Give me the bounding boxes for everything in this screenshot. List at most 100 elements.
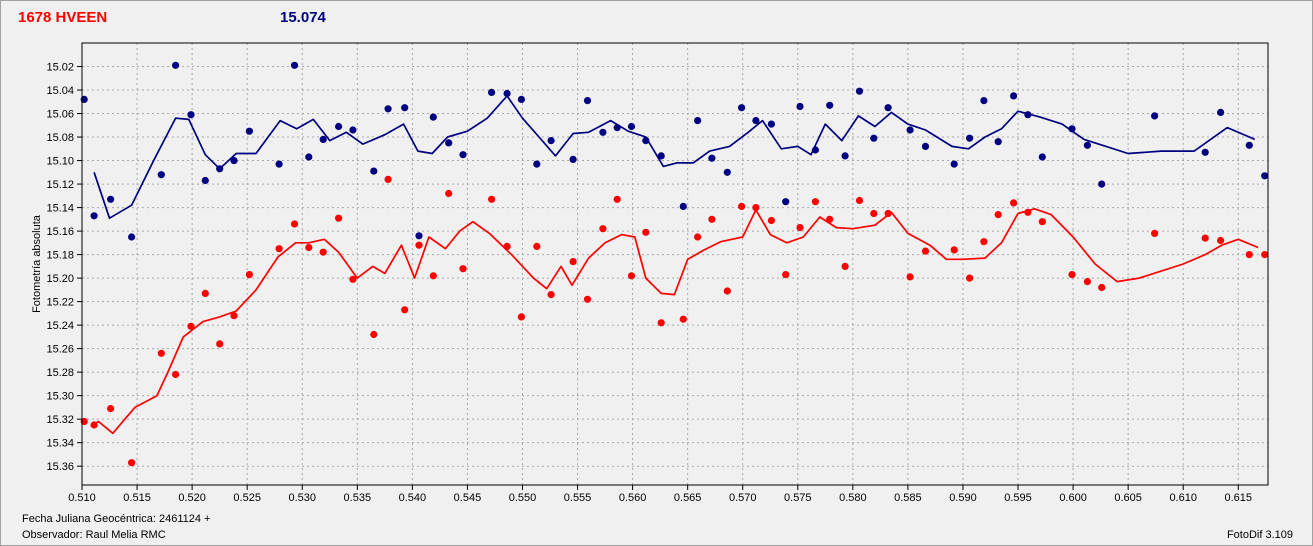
series-0-point xyxy=(547,137,555,145)
series-1-point xyxy=(950,246,958,254)
series-0-point xyxy=(950,160,958,168)
series-0-point xyxy=(216,165,224,173)
series-0-line xyxy=(93,95,1256,220)
series-1-point xyxy=(1083,278,1091,286)
series-1-point xyxy=(738,202,746,210)
series-0-point xyxy=(517,95,526,103)
x-tick-label: 0.605 xyxy=(1114,492,1142,504)
series-0-point xyxy=(401,104,409,112)
x-tick-label: 0.530 xyxy=(288,492,316,504)
series-1-point xyxy=(782,271,790,279)
series-0-point xyxy=(187,111,195,119)
series-1-point xyxy=(445,189,453,198)
series-0-point xyxy=(694,117,702,125)
series-0-point xyxy=(533,160,541,168)
series-0-point xyxy=(767,120,776,128)
x-tick-label: 0.520 xyxy=(178,492,206,504)
series-1-point xyxy=(1068,271,1076,279)
series-0-point xyxy=(855,87,864,95)
series-0-point xyxy=(642,137,650,145)
series-0-point xyxy=(201,176,209,185)
series-0-point xyxy=(275,160,283,168)
series-0-point xyxy=(796,102,804,111)
series-1-point xyxy=(201,289,209,297)
series-lines xyxy=(90,95,1259,435)
x-tick-label: 0.545 xyxy=(454,492,482,504)
series-0-point xyxy=(1201,148,1209,156)
series-1-point xyxy=(547,291,555,299)
series-1-point xyxy=(384,175,392,183)
x-tick-label: 0.565 xyxy=(674,492,702,504)
series-0-point xyxy=(569,155,577,163)
y-tick-label: 15.08 xyxy=(46,132,74,144)
y-tick-label: 15.32 xyxy=(46,414,74,426)
series-1-point xyxy=(370,330,378,339)
series-0-point xyxy=(811,146,820,154)
series-1-point xyxy=(679,315,687,323)
series-0-point xyxy=(708,154,716,162)
series-1-point xyxy=(429,272,437,280)
series-0-point xyxy=(445,139,453,147)
series-1-point xyxy=(245,271,253,279)
series-0-point xyxy=(841,152,849,160)
series-0-point xyxy=(503,89,511,98)
series-0-point xyxy=(921,142,930,150)
series-1-point xyxy=(966,274,974,282)
series-1-point xyxy=(884,209,892,218)
magnitude-value: 15.074 xyxy=(280,9,326,26)
y-axis-label: Fotometría absoluta xyxy=(31,214,43,313)
x-tick-label: 0.535 xyxy=(344,492,372,504)
series-0-point xyxy=(488,88,496,96)
series-1-point xyxy=(613,195,621,203)
series-0-point xyxy=(906,126,914,134)
series-0-point xyxy=(870,134,878,142)
series-1-point xyxy=(172,370,180,379)
series-1-point xyxy=(305,243,313,252)
y-tick-label: 15.36 xyxy=(46,461,74,473)
x-tick-label: 0.580 xyxy=(839,492,867,504)
series-0-point xyxy=(752,117,760,125)
series-0-point xyxy=(1098,180,1106,188)
y-tick-label: 15.06 xyxy=(46,109,74,121)
series-0-point xyxy=(157,171,165,179)
series-0-point xyxy=(1217,108,1225,116)
series-1-point xyxy=(1245,251,1253,259)
series-0-point xyxy=(1068,125,1076,133)
series-0-point xyxy=(1083,141,1091,149)
y-tick-label: 15.18 xyxy=(46,250,74,262)
series-0-point xyxy=(782,198,790,206)
series-1-point xyxy=(1217,236,1225,245)
series-1-point xyxy=(657,319,665,327)
series-1-point xyxy=(796,224,804,232)
series-0-point xyxy=(884,104,892,112)
y-tick-label: 15.24 xyxy=(46,320,74,332)
observer-label: Observador: Raul Melia RMC xyxy=(22,529,166,541)
series-1-point xyxy=(128,459,136,467)
y-tick-label: 15.16 xyxy=(46,226,74,238)
series-0-point xyxy=(290,61,299,69)
series-1-point xyxy=(708,215,716,223)
y-tick-label: 15.26 xyxy=(46,344,74,356)
series-1-point xyxy=(826,215,834,223)
series-1-point xyxy=(569,258,577,266)
series-1-point xyxy=(921,247,930,255)
series-1-point xyxy=(752,204,760,212)
series-0-point xyxy=(1010,92,1018,100)
series-0-point xyxy=(613,124,621,132)
series-1-point xyxy=(157,349,165,357)
y-tick-label: 15.04 xyxy=(46,85,74,97)
series-0-point xyxy=(335,122,343,131)
series-1-point xyxy=(503,242,511,250)
series-1-point xyxy=(1038,218,1046,226)
series-1-point xyxy=(275,245,283,253)
series-1-point xyxy=(415,241,423,249)
grid xyxy=(81,43,1268,485)
series-0-point xyxy=(657,152,665,160)
series-1-point xyxy=(994,211,1002,219)
x-tick-label: 0.540 xyxy=(399,492,427,504)
series-0-point xyxy=(245,127,253,135)
series-1-point xyxy=(1201,234,1209,242)
series-0-point xyxy=(679,202,687,210)
x-tick-label: 0.550 xyxy=(509,492,537,504)
